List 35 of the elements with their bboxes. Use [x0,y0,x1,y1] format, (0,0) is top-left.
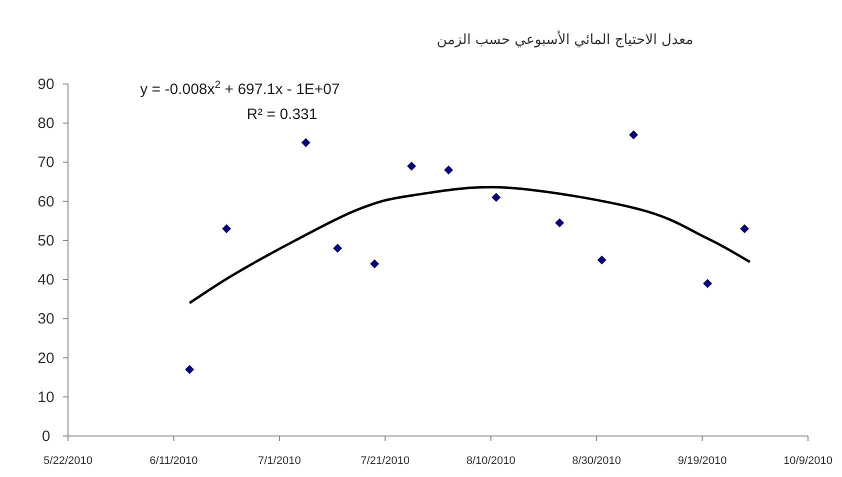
x-tick-label: 5/22/2010 [44,455,92,467]
point [555,218,564,228]
point [444,166,454,175]
point [333,244,342,253]
point [492,192,501,202]
y-tick-label: 80 [38,115,54,132]
x-tick-label: 8/10/2010 [466,455,516,467]
line-series [188,186,752,304]
annotation: R² = 0.331 [246,106,318,123]
point [597,256,606,264]
y-tick-label: 70 [38,154,54,172]
x-tick-label: 8/30/2010 [572,455,622,467]
point [629,130,638,140]
y-tick-label: 90 [38,76,54,93]
point [703,278,712,288]
x-tick-label: 10/9/2010 [784,455,832,467]
annotation: y = -0.008x$^{2}$ + 697.1x - 1E+07 [140,79,340,98]
y-tick-label: 40 [38,272,54,289]
point [222,224,232,234]
y-tick-label: 0 [42,428,50,445]
point [407,162,416,171]
point [185,365,194,374]
x-tick-label: 9/19/2010 [678,455,727,467]
y-tick-label: 60 [38,193,54,210]
x-tick-label: 7/1/2010 [258,455,301,467]
x-tick-label: 7/21/2010 [360,455,410,467]
y-tick-label: 50 [38,232,54,250]
y-tick-label: 10 [38,388,54,406]
y-tick-label: 30 [38,310,54,328]
point [370,259,380,268]
chart-title: معدل الاحتياج المائي الأسبوعي حسب الزمن [436,30,694,48]
point [740,224,750,234]
y-tick-label: 20 [38,350,54,367]
x-tick-label: 6/11/2010 [150,455,198,467]
point [301,138,310,148]
